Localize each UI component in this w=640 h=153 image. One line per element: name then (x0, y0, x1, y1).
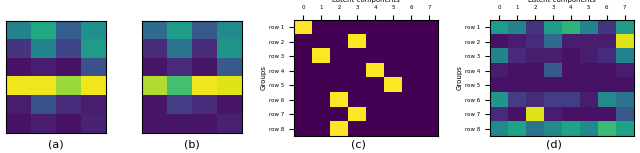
Text: (b): (b) (184, 140, 200, 150)
Text: (d): (d) (546, 140, 562, 150)
X-axis label: Latent components: Latent components (332, 0, 400, 3)
X-axis label: Latent components: Latent components (528, 0, 596, 3)
Y-axis label: Groups: Groups (456, 66, 462, 90)
Text: (a): (a) (49, 140, 64, 150)
Y-axis label: Groups: Groups (260, 66, 267, 90)
Text: (c): (c) (351, 140, 365, 150)
